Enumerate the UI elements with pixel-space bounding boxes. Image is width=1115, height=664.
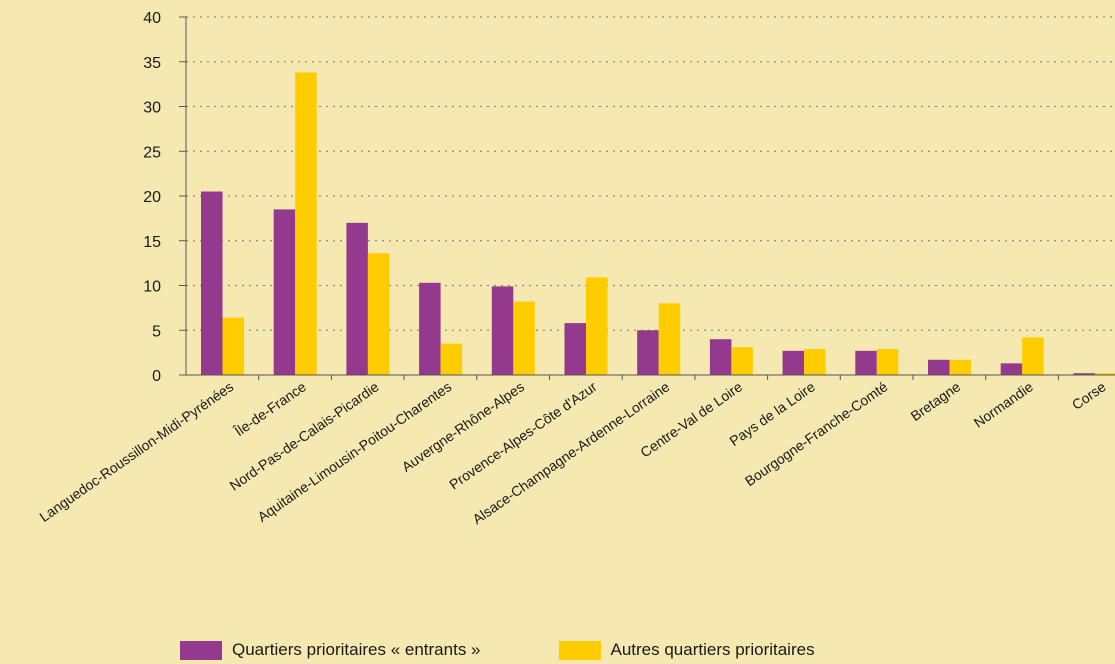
bar-autres — [513, 301, 535, 375]
bar-entrants — [564, 323, 586, 375]
bar-entrants — [637, 330, 659, 375]
y-tick-label: 25 — [143, 144, 161, 161]
bar-autres — [295, 72, 317, 376]
bar-entrants — [273, 209, 296, 375]
y-tick-label: 30 — [143, 100, 161, 117]
legend-label-entrants: Quartiers prioritaires « entrants » — [232, 640, 481, 659]
x-category-label: Corse — [1069, 378, 1109, 413]
x-category-label: Normandie — [971, 378, 1036, 431]
y-tick-label: 40 — [143, 10, 161, 27]
bar-entrants — [709, 339, 732, 375]
x-category-label: Auvergne-Rhône-Alpes — [399, 378, 527, 475]
bar-entrants — [855, 350, 877, 375]
bar-entrants — [928, 359, 950, 375]
bar-entrants — [782, 350, 805, 375]
bar-chart: 0 5 10 15 20 25 30 35 40 Languedoc-Roussillon-Mi… — [36, 10, 1115, 527]
y-tick-label: 5 — [152, 323, 161, 340]
bar-autres — [367, 253, 390, 375]
legend-swatch-autres — [558, 640, 601, 660]
bar-autres — [222, 317, 244, 375]
legend: Quartiers prioritaires « entrants » Autr… — [180, 640, 815, 660]
legend-item-entrants: Quartiers prioritaires « entrants » — [180, 640, 481, 660]
x-category-label: Bretagne — [907, 378, 963, 424]
legend-swatch-entrants — [180, 640, 222, 660]
legend-label-autres: Autres quartiers prioritaires — [610, 640, 815, 659]
x-axis: Languedoc-Roussillon-Midi-PyrénéesÎle-de… — [36, 374, 1115, 527]
bar-autres — [658, 303, 681, 375]
bar-autres — [804, 349, 826, 375]
bar-autres — [586, 277, 608, 375]
bar-entrants — [491, 286, 514, 375]
bar-entrants — [1073, 373, 1095, 375]
bar-autres — [949, 359, 971, 375]
y-tick-label: 20 — [143, 189, 161, 206]
bar-autres — [1022, 337, 1044, 375]
bar-entrants — [1000, 363, 1023, 375]
legend-item-autres: Autres quartiers prioritaires — [558, 640, 815, 660]
bars — [201, 72, 1115, 376]
y-tick-label: 10 — [143, 279, 161, 296]
bar-entrants — [346, 222, 368, 375]
bar-entrants — [419, 282, 441, 375]
grid-lines — [186, 16, 1115, 331]
bar-autres — [440, 343, 463, 375]
y-tick-label: 15 — [143, 234, 161, 251]
y-tick-label: 0 — [152, 368, 161, 385]
y-axis: 0 5 10 15 20 25 30 35 40 — [143, 10, 187, 385]
bar-autres — [1094, 373, 1115, 375]
x-category-label: Bourgogne-Franche-Comté — [742, 378, 891, 489]
y-tick-label: 35 — [143, 55, 161, 72]
bar-autres — [731, 347, 753, 375]
x-category-label: Languedoc-Roussillon-Midi-Pyrénées — [36, 378, 236, 525]
bar-entrants — [201, 191, 223, 375]
bar-autres — [876, 349, 899, 375]
